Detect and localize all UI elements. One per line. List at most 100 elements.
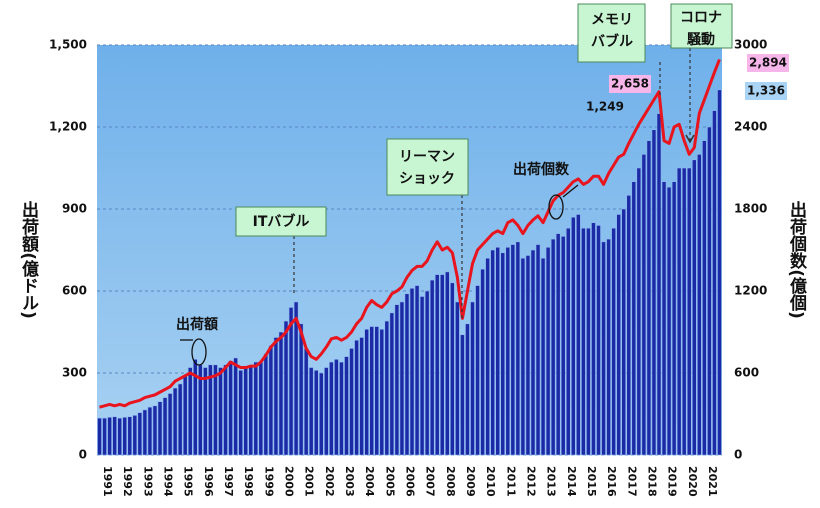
bar <box>596 225 601 456</box>
bar <box>253 361 259 456</box>
bar <box>555 233 561 456</box>
bar <box>177 383 183 456</box>
x-tick-label: 2011 <box>504 466 517 497</box>
bar <box>490 249 495 456</box>
bar <box>535 244 541 456</box>
annotation-arrow <box>685 134 695 144</box>
x-tick-label: 2007 <box>424 466 437 497</box>
value-label: 2,658 <box>611 77 649 91</box>
bar <box>717 89 722 456</box>
x-tick-label: 1995 <box>182 466 195 497</box>
bar <box>480 268 485 456</box>
bar <box>656 113 662 456</box>
x-tick-label: 2009 <box>464 466 477 497</box>
bar <box>172 387 178 456</box>
bar <box>570 216 576 456</box>
bar <box>444 271 450 456</box>
y2-tick-label: 1200 <box>734 284 767 298</box>
bar <box>263 353 269 456</box>
annotation: メモリ <box>591 12 633 28</box>
bar <box>364 328 369 456</box>
bar <box>187 367 193 456</box>
bar <box>354 339 359 456</box>
bar <box>273 337 279 456</box>
bar <box>379 328 385 456</box>
bar <box>303 348 309 456</box>
annotation-box <box>386 138 469 196</box>
bar <box>460 334 465 456</box>
bar <box>510 244 516 456</box>
x-tick-label: 2021 <box>706 466 719 497</box>
bar <box>313 369 319 456</box>
series-marker <box>548 194 564 220</box>
y2-axis-title: 出荷個数(億個) <box>786 200 808 319</box>
bar <box>520 257 526 456</box>
bar <box>203 367 208 456</box>
bar <box>122 416 128 456</box>
bar <box>646 140 652 456</box>
annotation-box <box>577 3 646 63</box>
x-tick-label: 2002 <box>323 466 336 497</box>
x-tick-label: 2000 <box>283 466 296 497</box>
bar <box>152 405 158 456</box>
x-tick-label: 2010 <box>484 466 497 497</box>
bar <box>424 290 430 456</box>
y2-tick-label: 600 <box>734 366 759 380</box>
y-tick-label: 0 <box>79 448 87 462</box>
bar <box>530 249 536 456</box>
bar <box>278 331 284 456</box>
bar <box>671 181 677 456</box>
bar <box>641 154 647 456</box>
bar <box>621 208 627 456</box>
bar <box>107 416 112 456</box>
bar <box>697 154 702 456</box>
bar <box>500 252 506 456</box>
x-tick-label: 1993 <box>141 466 154 497</box>
annotation: コロナ <box>680 10 722 26</box>
bar <box>636 167 642 456</box>
bar <box>137 412 143 456</box>
bar <box>167 393 173 456</box>
y-tick-label: 600 <box>62 284 87 298</box>
value-label: 1,249 <box>586 100 624 114</box>
x-tick-label: 2001 <box>303 466 316 497</box>
bar <box>248 364 254 456</box>
x-tick-label: 1998 <box>242 466 255 497</box>
x-tick-label: 2018 <box>645 466 658 497</box>
bar <box>450 282 455 456</box>
bar <box>223 364 228 456</box>
bar <box>293 301 299 456</box>
bar <box>455 301 460 456</box>
bar <box>192 359 198 456</box>
bar <box>550 238 556 456</box>
x-tick-label: 2005 <box>383 466 396 497</box>
bar <box>429 279 435 456</box>
x-tick-label: 1999 <box>262 466 275 497</box>
value-label-box <box>747 54 789 72</box>
x-tick-label: 1997 <box>222 466 235 497</box>
bar <box>545 246 551 456</box>
value-label-box <box>609 75 651 93</box>
x-tick-label: 1994 <box>162 466 175 497</box>
bar <box>182 375 188 456</box>
bar <box>515 241 521 456</box>
bar <box>465 323 470 456</box>
value-label: 2,894 <box>749 56 787 70</box>
bar <box>399 301 405 456</box>
bar <box>505 246 511 456</box>
y-tick-label: 300 <box>62 366 87 380</box>
bar <box>631 181 637 456</box>
bar <box>97 417 102 456</box>
bar <box>157 401 163 456</box>
value-label-box <box>745 82 787 100</box>
bar <box>389 312 395 456</box>
bar <box>374 326 380 456</box>
bar <box>681 167 687 456</box>
bar <box>228 360 233 456</box>
bar <box>606 238 611 456</box>
annotation-box <box>670 3 733 49</box>
y2-tick-label: 3000 <box>734 38 767 52</box>
bar <box>591 222 596 456</box>
series-pointer <box>562 184 579 198</box>
